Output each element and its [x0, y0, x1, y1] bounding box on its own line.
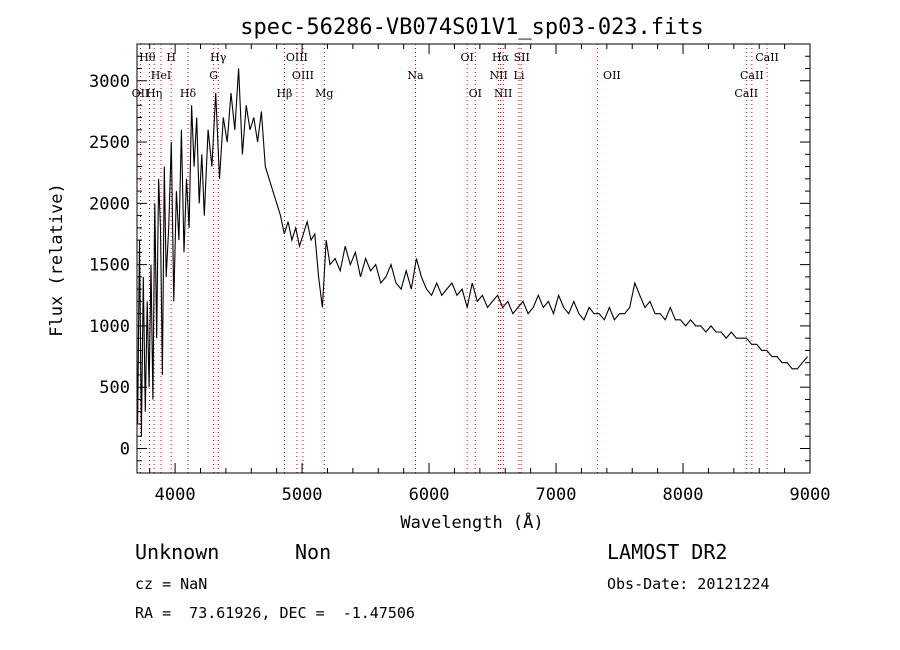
chart-title: spec-56286-VB074S01V1_sp03-023.fits	[240, 15, 704, 40]
line-label-19: Hβ	[276, 87, 292, 100]
x-axis-label: Wavelength (Å)	[400, 511, 543, 533]
line-label-17: Hη	[146, 87, 162, 100]
line-label-15: CaII	[740, 69, 764, 82]
object-subclass: Non	[295, 540, 332, 564]
x-tick-label: 6000	[409, 485, 450, 505]
x-tick-label: 5000	[282, 485, 323, 505]
line-label-11: Na	[407, 69, 424, 82]
x-tick-label: 4000	[155, 485, 196, 505]
object-class: Unknown	[135, 540, 220, 564]
y-tick-label: 0	[120, 439, 130, 459]
line-label-1: H	[166, 51, 176, 64]
line-label-18: Hδ	[180, 87, 197, 100]
line-label-14: OII	[603, 69, 621, 82]
y-axis-label: Flux (relative)	[47, 183, 67, 337]
y-tick-label: 500	[99, 378, 130, 398]
x-axis: 4000 5000 6000 7000 8000 9000	[149, 44, 831, 505]
line-label-0: Hθ	[139, 51, 156, 64]
line-label-12: NII	[489, 69, 507, 82]
line-label-10: OIII	[292, 69, 314, 82]
y-tick-label: 2500	[89, 133, 130, 153]
x-tick-label: 7000	[536, 485, 577, 505]
y-tick-label: 2000	[89, 194, 130, 214]
line-label-5: Hα	[492, 51, 510, 64]
line-label-7: CaII	[755, 51, 779, 64]
plot-frame	[136, 43, 811, 474]
survey-name: LAMOST DR2	[607, 540, 728, 564]
observation-date: Obs-Date: 20121224	[607, 575, 770, 593]
line-label-8: HeI	[151, 69, 171, 82]
y-tick-label: 1000	[89, 317, 130, 337]
x-tick-label: 8000	[663, 485, 704, 505]
line-label-9: G	[209, 69, 218, 82]
coordinates: RA = 73.61926, DEC = -1.47506	[135, 604, 415, 622]
redshift-readout: cz = NaN	[135, 575, 208, 593]
line-label-13: Li	[514, 69, 525, 82]
line-label-20: Mg	[315, 87, 333, 100]
x-tick-label: 9000	[790, 485, 831, 505]
line-label-4: OI	[460, 51, 473, 64]
y-tick-label: 3000	[89, 72, 130, 92]
spectrum-line	[137, 68, 808, 437]
line-label-2: Hγ	[210, 51, 227, 64]
line-label-3: OIII	[286, 51, 308, 64]
y-tick-label: 1500	[89, 256, 130, 276]
line-label-6: SII	[514, 51, 530, 64]
line-label-23: CaII	[734, 87, 758, 100]
line-label-22: NII	[494, 87, 512, 100]
emission-line-markers	[139, 44, 768, 473]
y-axis: 0 500 1000 1500 2000 2500 3000	[89, 55, 810, 462]
line-label-21: OI	[469, 87, 482, 100]
